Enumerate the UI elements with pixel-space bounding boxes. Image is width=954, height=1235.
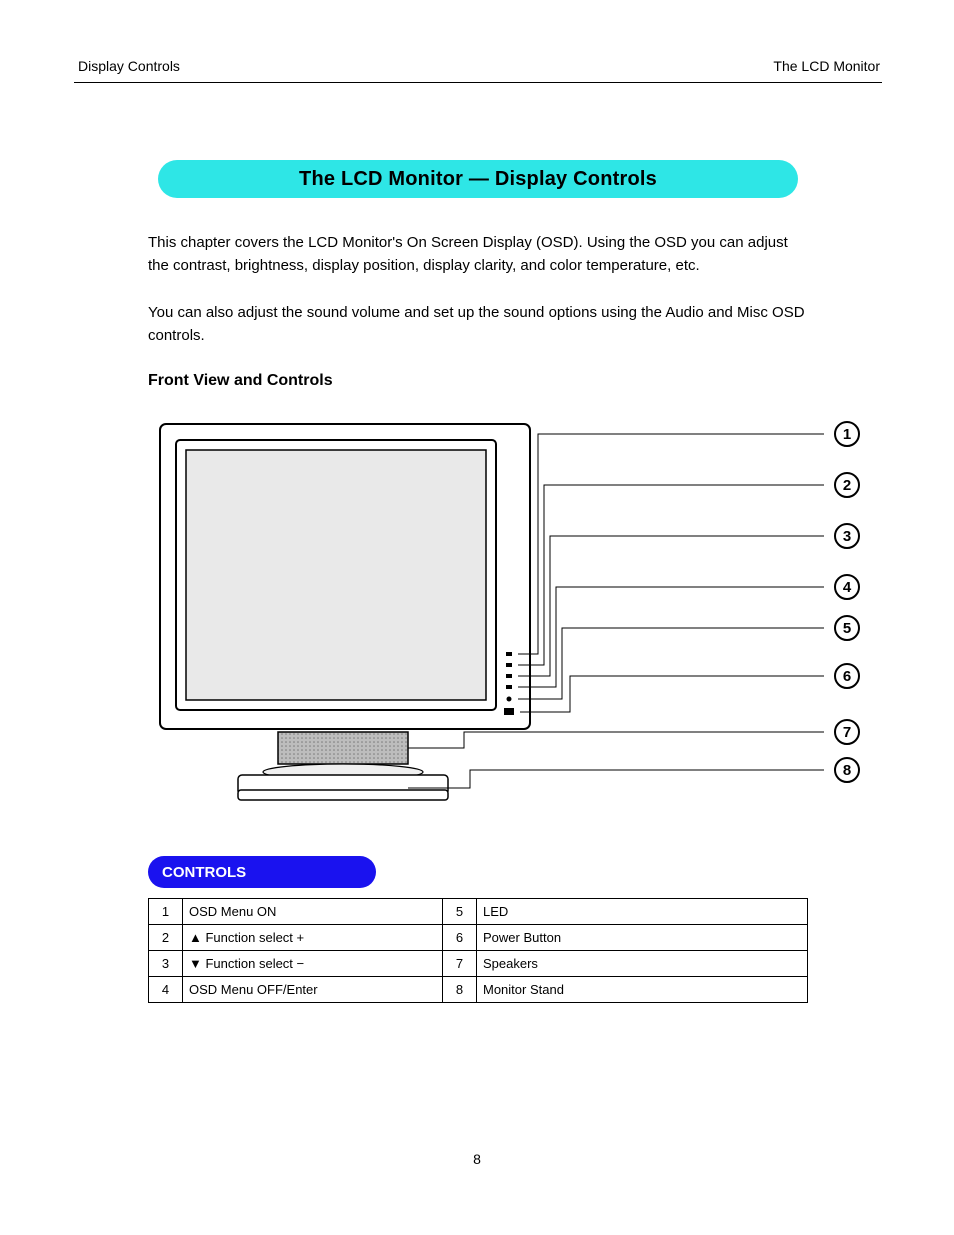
cell-num-right: 7 <box>443 951 477 977</box>
callout-2: 2 <box>834 472 860 498</box>
section-title-pill: The LCD Monitor — Display Controls <box>158 160 798 198</box>
callout-1: 1 <box>834 421 860 447</box>
section-title-text: The LCD Monitor — Display Controls <box>299 168 657 191</box>
callout-7: 7 <box>834 719 860 745</box>
callout-4: 4 <box>834 574 860 600</box>
cell-desc-left: ▼ Function select − <box>183 951 443 977</box>
page-number: 8 <box>0 1151 954 1167</box>
cell-desc-right: Monitor Stand <box>477 977 808 1003</box>
cell-num-right: 8 <box>443 977 477 1003</box>
header-rule <box>74 82 882 83</box>
cell-desc-left: OSD Menu ON <box>183 899 443 925</box>
cell-num-left: 2 <box>149 925 183 951</box>
table-row: 3▼ Function select −7Speakers <box>149 951 808 977</box>
cell-num-right: 6 <box>443 925 477 951</box>
callout-6: 6 <box>834 663 860 689</box>
arrow-down-icon: ▼ <box>189 956 202 971</box>
cell-desc-right: Speakers <box>477 951 808 977</box>
callout-5: 5 <box>834 615 860 641</box>
callout-8: 8 <box>834 757 860 783</box>
callout-3: 3 <box>834 523 860 549</box>
controls-heading-pill: CONTROLS <box>148 856 376 888</box>
table-row: 4OSD Menu OFF/Enter8Monitor Stand <box>149 977 808 1003</box>
cell-desc-right: Power Button <box>477 925 808 951</box>
running-head-right: The LCD Monitor <box>773 58 880 74</box>
cell-num-left: 1 <box>149 899 183 925</box>
table-row: 1OSD Menu ON5LED <box>149 899 808 925</box>
running-head-left: Display Controls <box>78 58 180 74</box>
intro-paragraph-1: This chapter covers the LCD Monitor's On… <box>148 232 808 277</box>
intro-paragraph-2: You can also adjust the sound volume and… <box>148 302 808 347</box>
cell-desc-left: OSD Menu OFF/Enter <box>183 977 443 1003</box>
arrow-up-icon: ▲ <box>189 930 202 945</box>
controls-table: 1OSD Menu ON5LED2▲ Function select +6Pow… <box>148 898 808 1003</box>
controls-heading-text: CONTROLS <box>162 864 246 881</box>
cell-desc-left: ▲ Function select + <box>183 925 443 951</box>
cell-num-left: 3 <box>149 951 183 977</box>
cell-desc-right: LED <box>477 899 808 925</box>
front-view-heading: Front View and Controls <box>148 372 333 390</box>
monitor-diagram: 1 2 3 4 5 6 7 8 <box>148 412 868 822</box>
cell-num-right: 5 <box>443 899 477 925</box>
table-row: 2▲ Function select +6Power Button <box>149 925 808 951</box>
cell-num-left: 4 <box>149 977 183 1003</box>
